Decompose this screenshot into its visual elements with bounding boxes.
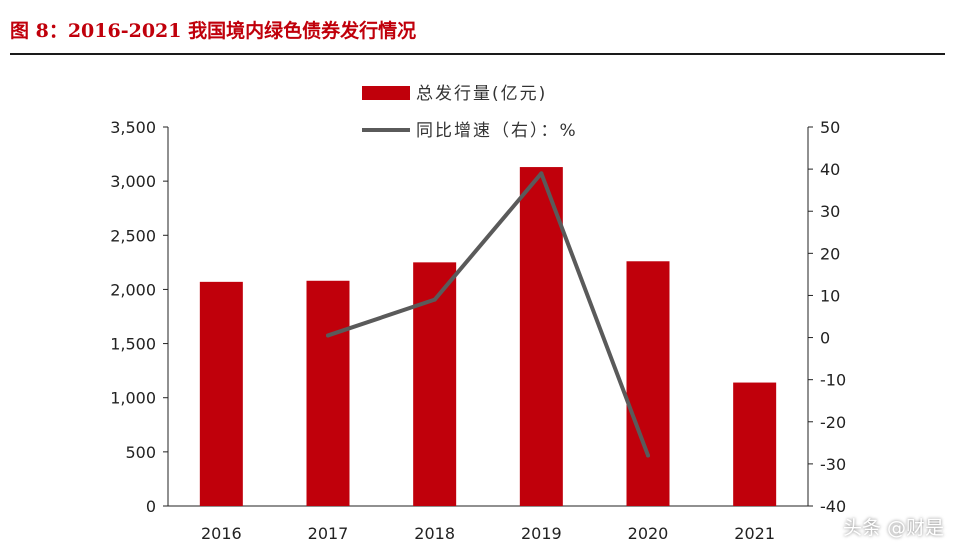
axes: 05001,0001,5002,0002,5003,0003,500-40-30… <box>110 118 846 543</box>
growth-point-2017 <box>326 333 330 338</box>
right-tick-label: -10 <box>820 371 846 390</box>
left-tick-label: 0 <box>146 497 156 516</box>
right-tick-label: 40 <box>820 160 840 179</box>
left-tick-label: 3,500 <box>110 118 156 137</box>
growth-point-2019 <box>539 171 544 176</box>
bar-2021 <box>733 382 777 506</box>
legend-bar-label: 总发行量(亿元) <box>416 84 547 104</box>
right-tick-label: 10 <box>820 286 840 305</box>
title-divider <box>10 53 945 55</box>
right-tick-label: 30 <box>820 202 840 221</box>
right-tick-label: 0 <box>820 329 830 348</box>
x-tick-label: 2021 <box>734 524 775 543</box>
x-tick-label: 2019 <box>521 524 562 543</box>
bar-2019 <box>519 167 563 506</box>
bar-2016 <box>199 281 243 506</box>
legend: 总发行量(亿元) 同比增速（右）：% <box>362 84 578 141</box>
chart-title: 图 8：2016-2021 我国境内绿色债券发行情况 <box>10 20 417 42</box>
growth-point-2020 <box>646 453 650 458</box>
left-tick-label: 500 <box>125 443 156 462</box>
x-tick-label: 2018 <box>414 524 455 543</box>
x-tick-label: 2017 <box>308 524 349 543</box>
left-tick-label: 2,000 <box>110 280 156 299</box>
line-series <box>326 171 650 458</box>
watermark: 头条 @财是 <box>842 517 944 539</box>
bars <box>199 167 777 506</box>
right-tick-label: -20 <box>820 413 846 432</box>
left-tick-label: 2,500 <box>110 226 156 245</box>
bar-2020 <box>626 261 670 506</box>
right-tick-label: 20 <box>820 244 840 263</box>
legend-line-label: 同比增速（右）：% <box>416 121 578 141</box>
right-tick-label: -40 <box>820 497 846 516</box>
bar-2017 <box>306 280 350 506</box>
growth-line <box>326 171 650 458</box>
right-tick-label: -30 <box>820 455 846 474</box>
right-tick-label: 50 <box>820 118 840 137</box>
x-tick-label: 2016 <box>201 524 242 543</box>
left-tick-label: 1,000 <box>110 389 156 408</box>
legend-bar-swatch <box>362 86 410 100</box>
growth-point-2018 <box>432 297 437 302</box>
left-tick-label: 3,000 <box>110 172 156 191</box>
left-tick-label: 1,500 <box>110 335 156 354</box>
x-tick-label: 2020 <box>628 524 669 543</box>
